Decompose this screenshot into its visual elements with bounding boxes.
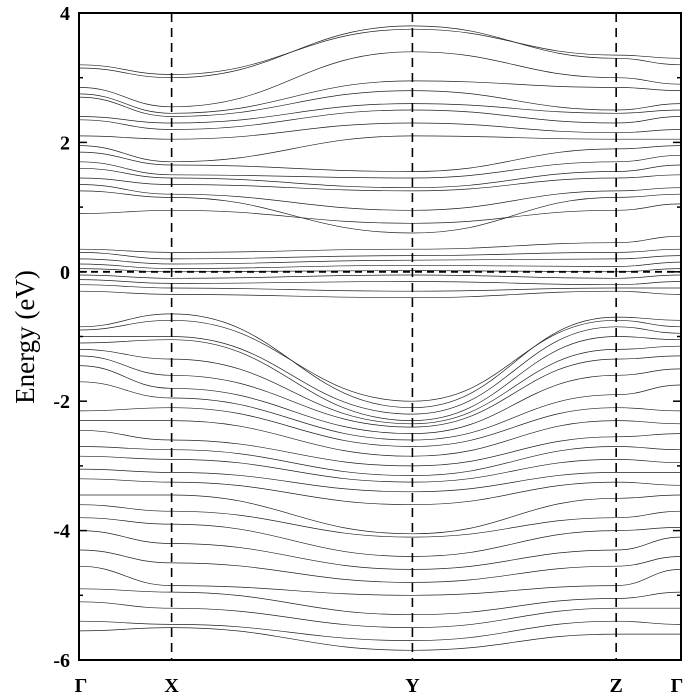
band-line-5 [78,90,682,117]
x-tick-label-Γ: Γ [671,675,684,697]
band-line-48 [78,601,681,628]
y-tick-label: -2 [53,391,70,413]
band-line-43 [78,517,682,557]
y-tick-label: 0 [60,262,70,284]
band-line-38 [78,455,682,483]
band-line-47 [78,588,682,616]
y-axis-label: Energy (eV) [10,270,40,404]
x-tick-label-Γ: Γ [75,675,88,697]
band-line-25 [78,290,682,299]
band-line-13 [78,174,682,192]
band-line-37 [78,446,682,476]
band-line-19 [78,255,682,265]
x-tick-label-Z: Z [609,675,622,697]
band-line-31 [78,355,682,428]
band-line-23 [78,279,682,286]
band-line-22 [78,274,682,279]
band-line-34 [78,407,682,447]
band-line-41 [79,494,682,535]
band-line-39 [78,468,681,493]
x-tick-label-X: X [164,675,179,697]
x-tick-label-Y: Y [405,675,420,697]
band-line-32 [78,365,682,434]
y-tick-label: 4 [60,3,70,25]
band-line-10 [78,145,682,172]
band-line-3 [78,51,682,108]
band-line-40 [78,478,682,506]
band-line-17 [78,235,682,253]
band-line-33 [78,381,682,441]
band-line-24 [78,284,681,292]
band-line-1 [78,25,682,79]
band-line-4 [78,80,682,114]
band-line-20 [78,261,682,269]
band-line-36 [78,429,682,467]
band-line-28 [79,326,682,415]
band-line-9 [78,135,681,163]
band-line-15 [78,190,682,234]
band-line-42 [78,504,682,538]
band-line-12 [78,164,682,189]
y-axis-ticks: -6 -4 -2 0 2 4 [53,3,681,672]
high-symmetry-lines [170,13,617,660]
band-line-49 [78,620,682,641]
band-line-18 [78,248,682,260]
band-line-2 [78,28,682,75]
band-line-46 [78,565,682,596]
y-tick-label: -4 [53,521,70,543]
band-line-11 [78,154,682,179]
band-line-45 [78,549,682,583]
y-tick-label: 2 [60,132,70,154]
band-line-16 [78,203,682,224]
band-line-50 [78,627,681,651]
y-tick-label: -6 [53,650,70,672]
band-line-30 [78,345,682,425]
band-lines [78,25,682,651]
